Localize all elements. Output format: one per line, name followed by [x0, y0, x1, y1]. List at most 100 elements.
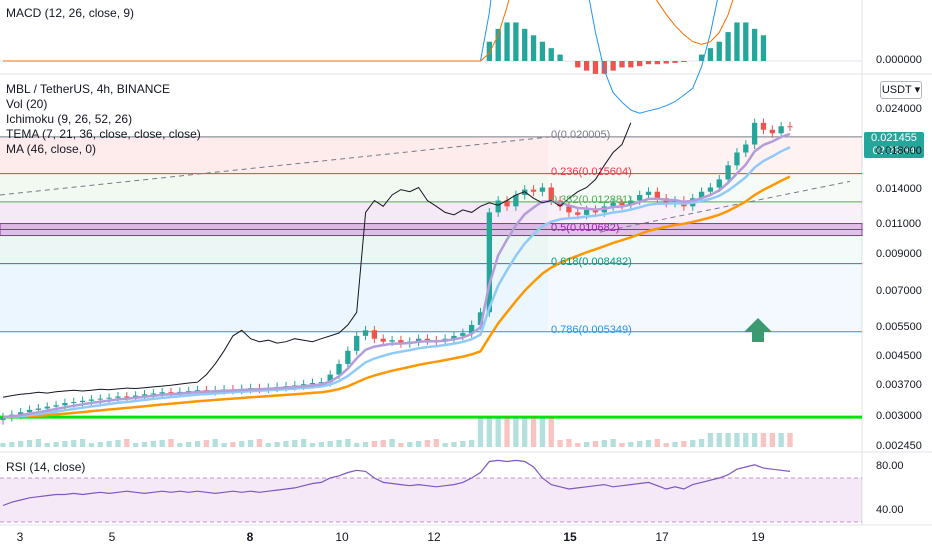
rsi-label: RSI (14, close)	[6, 460, 86, 474]
time-axis-label: 15	[563, 530, 577, 544]
volume-bar	[318, 442, 324, 447]
candle-body	[672, 200, 678, 203]
candle-body	[97, 398, 103, 400]
fib-label-2: 0.382(0.012881)	[551, 193, 632, 206]
volume-bar	[309, 443, 316, 447]
candle-body	[654, 191, 661, 199]
volume-bar	[575, 443, 581, 447]
volume-bar	[601, 440, 607, 447]
volume-bar	[371, 441, 378, 447]
tema-line-fast	[2, 132, 791, 419]
candle-body	[460, 333, 466, 336]
volume-bar	[230, 442, 236, 447]
candle-body	[79, 400, 86, 403]
up-arrow-icon	[744, 318, 772, 342]
macd-hist-bar	[698, 54, 705, 61]
price-axis-label: 0.014000	[876, 182, 922, 195]
candle-body	[398, 340, 404, 344]
volume-bar	[44, 443, 50, 447]
candle-body	[389, 340, 395, 342]
time-axis-label: 5	[108, 530, 116, 544]
macd-hist-bar	[707, 48, 714, 61]
price-axis-label: 0.005500	[876, 320, 922, 333]
candle-body	[734, 152, 740, 166]
macd-signal-line	[3, 0, 734, 62]
candle-body	[619, 202, 625, 206]
volume-bar	[106, 441, 112, 447]
fib-zone-4	[0, 263, 548, 332]
chevron-down-icon: ▾	[914, 84, 921, 96]
volume-bar	[469, 440, 475, 447]
fib-zone-1	[0, 173, 548, 202]
volume-bar	[716, 433, 722, 447]
volume-bar	[451, 442, 457, 447]
macd-hist-bar	[513, 22, 519, 61]
volume-bar	[725, 433, 731, 447]
candle-body	[159, 392, 165, 394]
volume-bar	[645, 440, 652, 447]
candle-body	[53, 405, 59, 407]
volume-bar	[345, 439, 351, 447]
volume-bar	[292, 440, 298, 447]
candle-body	[424, 338, 431, 341]
time-axis-label: 17	[655, 530, 669, 544]
ma-line	[2, 175, 791, 419]
macd-hist-bar	[672, 61, 678, 63]
candle-body	[698, 191, 705, 199]
volume-bar	[415, 441, 422, 447]
volume-bar	[0, 443, 6, 447]
candle-body	[486, 212, 493, 313]
volume-bar	[18, 441, 24, 447]
candle-body	[504, 200, 510, 207]
candle-body	[44, 406, 50, 409]
volume-bar	[88, 443, 95, 447]
candle-body	[194, 390, 201, 392]
volume-bar	[707, 433, 714, 447]
candle-body	[575, 212, 581, 215]
volume-bar	[362, 442, 369, 447]
volume-bar	[398, 443, 404, 447]
macd-hist-bar	[592, 61, 599, 74]
time-axis-label: 19	[751, 530, 765, 544]
volume-bar	[283, 441, 289, 447]
candle-body	[309, 382, 316, 385]
macd-hist-bar	[601, 61, 607, 74]
candle-body	[469, 324, 475, 334]
candle-body	[725, 165, 731, 180]
macd-hist-bar	[557, 54, 563, 61]
macd-hist-bar	[760, 35, 767, 61]
candle-body	[477, 312, 484, 325]
macd-hist-bar	[522, 28, 528, 61]
volume-bar	[115, 440, 121, 447]
fib-zone-right-0	[548, 136, 862, 174]
trend-line-lower	[599, 180, 851, 233]
purple-zone	[0, 223, 863, 237]
candle-body	[106, 397, 112, 399]
macd-hist-bar	[610, 61, 616, 71]
price-axis-label: 0.007000	[876, 284, 922, 297]
rsi-line	[2, 459, 791, 507]
volume-bar	[265, 443, 271, 447]
volume-bar	[239, 441, 245, 447]
candle-body	[743, 144, 749, 153]
candle-body	[168, 392, 174, 394]
candle-body	[336, 363, 342, 375]
macd-hist-bar	[583, 61, 590, 71]
volume-bar	[177, 443, 183, 447]
macd-hist-bar	[637, 61, 643, 67]
fib-label-5: 0.786(0.005349)	[551, 323, 632, 336]
last-price-tag: 0.021455 02:23:34	[864, 132, 924, 158]
volume-bar	[221, 443, 227, 447]
candle-body	[592, 209, 599, 213]
candle-body	[327, 374, 333, 383]
macd-hist-bar	[628, 61, 634, 68]
volume-bar	[97, 442, 103, 447]
volume-bar	[504, 417, 510, 447]
candle-body	[300, 384, 307, 386]
currency-selector[interactable]: USDT ▾	[880, 81, 922, 99]
indicator-tema: TEMA (7, 21, 36, close, close, close)	[6, 127, 201, 141]
volume-bar	[433, 439, 439, 447]
candle-body	[318, 382, 324, 384]
volume-bar	[274, 442, 280, 447]
